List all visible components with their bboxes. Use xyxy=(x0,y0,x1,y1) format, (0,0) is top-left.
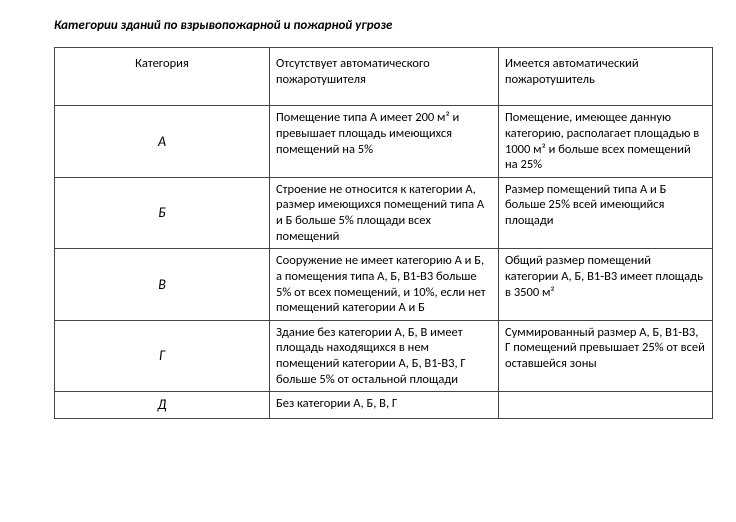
has-auto-cell: Общий размер помещений категории А, Б, В… xyxy=(499,249,713,321)
category-cell: Д xyxy=(55,392,270,419)
document-page: Категории зданий по взрывопожарной и пож… xyxy=(0,0,736,437)
no-auto-cell: Сооружение не имеет категорию А и Б, а п… xyxy=(270,249,499,321)
table-row: Д Без категории А, Б, В, Г xyxy=(55,392,713,419)
category-cell: Г xyxy=(55,320,270,392)
table-row: Г Здание без категории А, Б, В имеет пло… xyxy=(55,320,713,392)
table-row: А Помещение типа А имеет 200 м² и превыш… xyxy=(55,106,713,178)
no-auto-cell: Помещение типа А имеет 200 м² и превышае… xyxy=(270,106,499,178)
has-auto-cell: Размер помещений типа А и Б больше 25% в… xyxy=(499,177,713,249)
table-header-row: Категория Отсутствует автоматического по… xyxy=(55,48,713,106)
header-no-auto-extinguisher: Отсутствует автоматического пожаротушите… xyxy=(270,48,499,106)
table-row: Б Строение не относится к категории А, р… xyxy=(55,177,713,249)
header-has-auto-extinguisher: Имеется автоматический пожаротушитель xyxy=(499,48,713,106)
has-auto-cell: Суммированный размер А, Б, В1-В3, Г поме… xyxy=(499,320,713,392)
category-cell: Б xyxy=(55,177,270,249)
category-cell: В xyxy=(55,249,270,321)
document-title: Категории зданий по взрывопожарной и пож… xyxy=(54,18,712,33)
table-row: В Сооружение не имеет категорию А и Б, а… xyxy=(55,249,713,321)
no-auto-cell: Без категории А, Б, В, Г xyxy=(270,392,499,419)
categories-table: Категория Отсутствует автоматического по… xyxy=(54,47,713,419)
category-cell: А xyxy=(55,106,270,178)
no-auto-cell: Здание без категории А, Б, В имеет площа… xyxy=(270,320,499,392)
has-auto-cell: Помещение, имеющее данную категорию, рас… xyxy=(499,106,713,178)
has-auto-cell xyxy=(499,392,713,419)
header-category: Категория xyxy=(55,48,270,106)
no-auto-cell: Строение не относится к категории А, раз… xyxy=(270,177,499,249)
